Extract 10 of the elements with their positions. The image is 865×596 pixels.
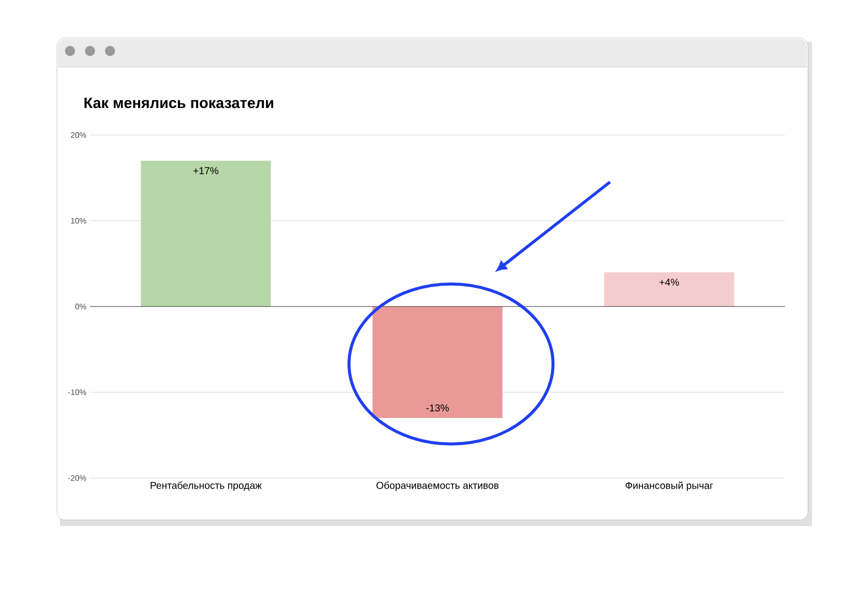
bar xyxy=(604,272,734,306)
data-label: +4% xyxy=(660,278,679,286)
x-tick-label: Рентабельность продаж xyxy=(150,482,262,491)
bar xyxy=(372,306,503,418)
x-tick-label: Финансовый рычаг xyxy=(626,482,713,491)
chart-title: Как менялись показатели xyxy=(84,98,274,108)
x-tick-label: Оборачиваемость активов xyxy=(376,482,499,491)
data-label: +17% xyxy=(193,167,218,174)
bar xyxy=(140,160,271,306)
data-label: -13% xyxy=(426,404,449,412)
